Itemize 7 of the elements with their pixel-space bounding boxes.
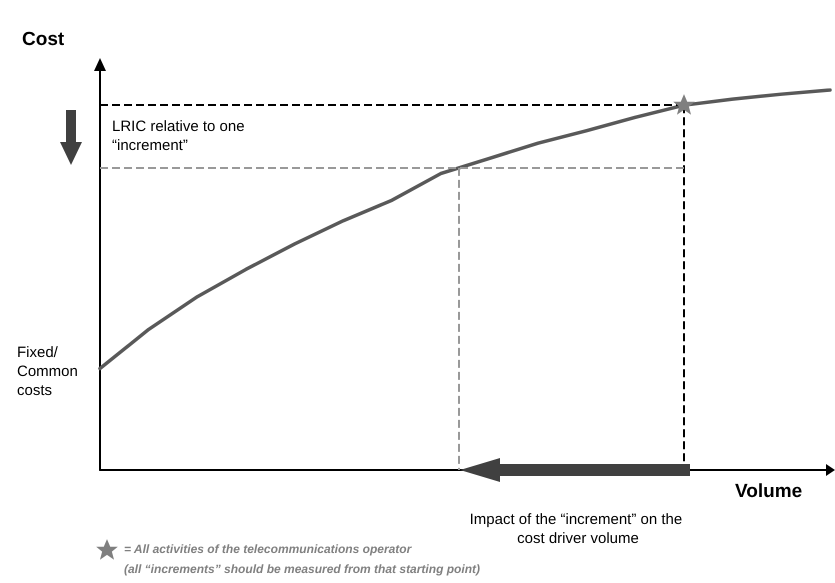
text: = All activities of the telecommunications operator — [124, 542, 413, 556]
annotation: LRIC relative to one “increment” — [112, 118, 249, 154]
y-axis-title: Cost — [22, 29, 65, 50]
text: Impact of the “increment” on the cost driver volume — [470, 511, 686, 547]
x-axis-title: Volume — [735, 481, 802, 502]
text: Fixed/ Common costs — [17, 344, 82, 399]
text: (all “increments” should be measured from that starting point) — [124, 562, 480, 576]
